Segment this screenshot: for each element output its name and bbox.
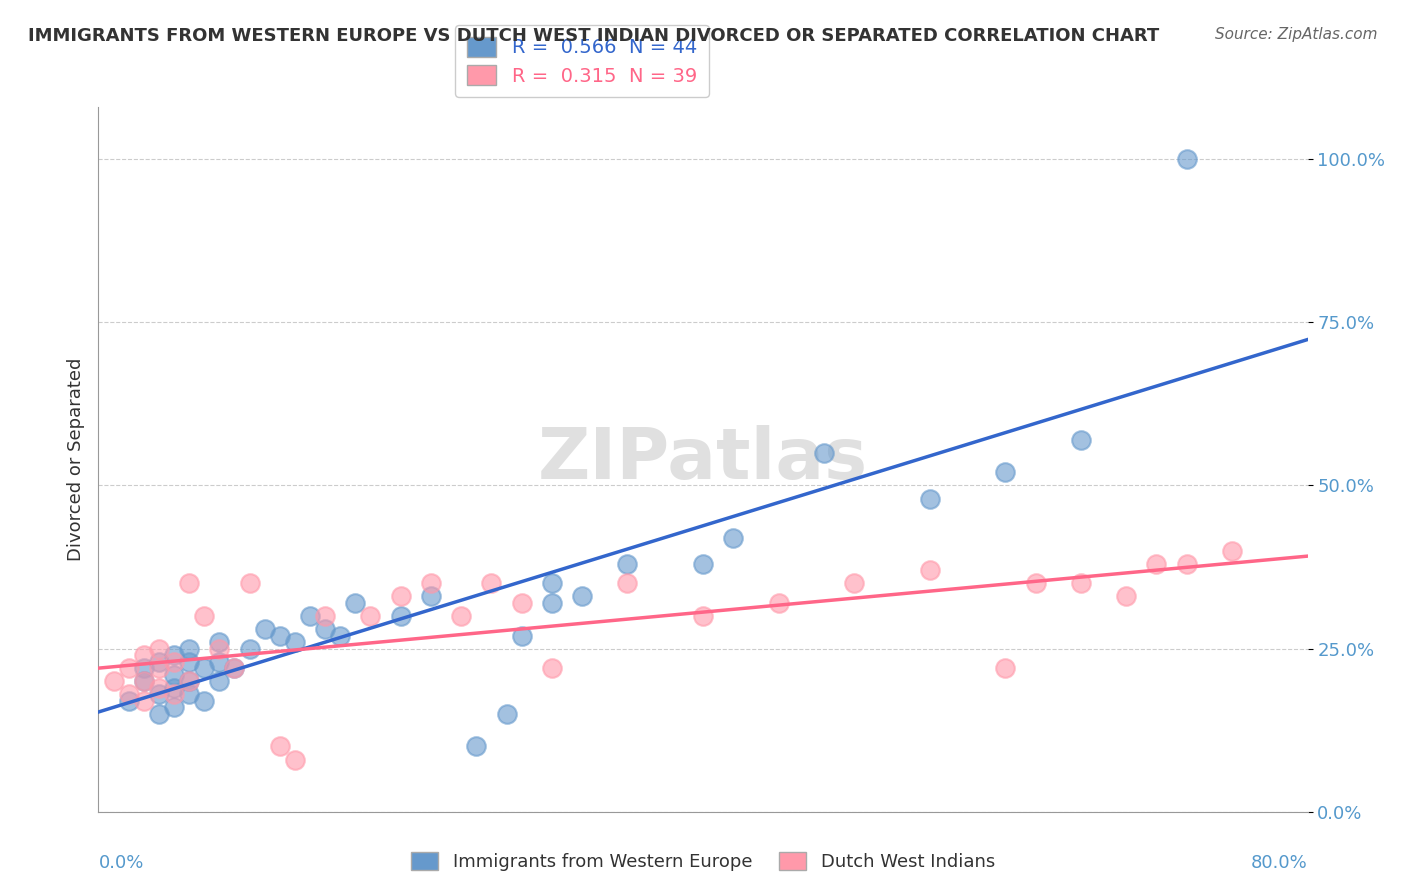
Point <box>179 674 201 689</box>
Point <box>571 590 593 604</box>
Point <box>481 576 503 591</box>
Point <box>118 661 141 675</box>
Point <box>208 635 231 649</box>
Point <box>314 609 336 624</box>
Point <box>918 563 941 577</box>
Point <box>269 739 291 754</box>
Point <box>179 576 201 591</box>
Point <box>163 648 186 662</box>
Point <box>540 596 562 610</box>
Point <box>163 687 186 701</box>
Point <box>224 661 246 675</box>
Point <box>163 667 186 681</box>
Legend: Immigrants from Western Europe, Dutch West Indians: Immigrants from Western Europe, Dutch We… <box>404 845 1002 879</box>
Point <box>692 609 714 624</box>
Point <box>495 706 517 721</box>
Point <box>389 590 412 604</box>
Point <box>1220 543 1243 558</box>
Point <box>163 681 186 695</box>
Point <box>118 687 141 701</box>
Point <box>420 590 443 604</box>
Point <box>1070 433 1092 447</box>
Point <box>389 609 412 624</box>
Point <box>118 694 141 708</box>
Point <box>1070 576 1092 591</box>
Text: 0.0%: 0.0% <box>98 854 143 872</box>
Point <box>132 661 155 675</box>
Point <box>918 491 941 506</box>
Point <box>723 531 745 545</box>
Point <box>1175 557 1198 571</box>
Point <box>163 700 186 714</box>
Point <box>148 655 170 669</box>
Point <box>1115 590 1137 604</box>
Point <box>540 576 562 591</box>
Point <box>193 694 215 708</box>
Point <box>768 596 790 610</box>
Point <box>208 655 231 669</box>
Text: ZIPatlas: ZIPatlas <box>538 425 868 494</box>
Point <box>132 674 155 689</box>
Point <box>994 466 1017 480</box>
Point <box>420 576 443 591</box>
Point <box>813 446 835 460</box>
Point <box>510 629 533 643</box>
Point <box>193 609 215 624</box>
Point <box>132 694 155 708</box>
Point <box>148 641 170 656</box>
Point <box>284 635 307 649</box>
Point <box>239 576 262 591</box>
Point <box>148 687 170 701</box>
Point <box>148 681 170 695</box>
Point <box>239 641 262 656</box>
Point <box>844 576 866 591</box>
Point <box>450 609 472 624</box>
Point <box>269 629 291 643</box>
Point <box>132 674 155 689</box>
Y-axis label: Divorced or Separated: Divorced or Separated <box>66 358 84 561</box>
Point <box>179 674 201 689</box>
Point <box>616 557 638 571</box>
Point <box>179 641 201 656</box>
Point <box>1024 576 1046 591</box>
Point <box>465 739 488 754</box>
Point <box>148 706 170 721</box>
Point <box>179 655 201 669</box>
Point <box>103 674 125 689</box>
Point <box>148 661 170 675</box>
Point <box>193 661 215 675</box>
Text: 80.0%: 80.0% <box>1251 854 1308 872</box>
Point <box>163 655 186 669</box>
Point <box>616 576 638 591</box>
Point <box>179 687 201 701</box>
Point <box>1144 557 1167 571</box>
Text: Source: ZipAtlas.com: Source: ZipAtlas.com <box>1215 27 1378 42</box>
Point <box>360 609 382 624</box>
Point <box>132 648 155 662</box>
Point <box>253 622 276 636</box>
Point <box>329 629 352 643</box>
Point <box>1175 153 1198 167</box>
Point <box>344 596 367 610</box>
Point <box>284 752 307 766</box>
Point <box>208 674 231 689</box>
Point <box>692 557 714 571</box>
Point <box>299 609 322 624</box>
Point <box>314 622 336 636</box>
Text: IMMIGRANTS FROM WESTERN EUROPE VS DUTCH WEST INDIAN DIVORCED OR SEPARATED CORREL: IMMIGRANTS FROM WESTERN EUROPE VS DUTCH … <box>28 27 1160 45</box>
Point <box>540 661 562 675</box>
Legend: R =  0.566  N = 44, R =  0.315  N = 39: R = 0.566 N = 44, R = 0.315 N = 39 <box>456 25 709 97</box>
Point <box>224 661 246 675</box>
Point <box>208 641 231 656</box>
Point <box>994 661 1017 675</box>
Point <box>510 596 533 610</box>
